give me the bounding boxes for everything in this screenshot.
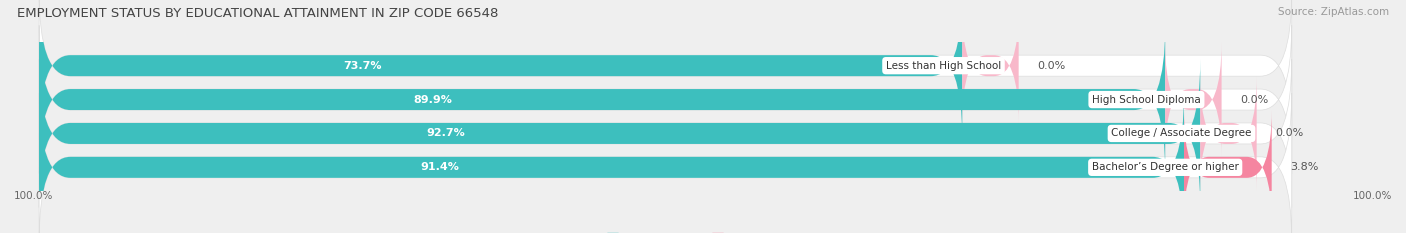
Text: 0.0%: 0.0%: [1275, 128, 1303, 138]
Text: College / Associate Degree: College / Associate Degree: [1111, 128, 1251, 138]
Text: Source: ZipAtlas.com: Source: ZipAtlas.com: [1278, 7, 1389, 17]
Text: 73.7%: 73.7%: [343, 61, 381, 71]
FancyBboxPatch shape: [39, 93, 1184, 233]
Text: 91.4%: 91.4%: [420, 162, 460, 172]
FancyBboxPatch shape: [39, 0, 962, 140]
FancyBboxPatch shape: [39, 59, 1292, 208]
Text: 100.0%: 100.0%: [1353, 191, 1392, 201]
Text: 3.8%: 3.8%: [1291, 162, 1319, 172]
Text: 0.0%: 0.0%: [1240, 95, 1268, 105]
FancyBboxPatch shape: [39, 0, 1292, 140]
FancyBboxPatch shape: [1166, 42, 1222, 157]
FancyBboxPatch shape: [1201, 76, 1257, 191]
FancyBboxPatch shape: [39, 25, 1166, 174]
FancyBboxPatch shape: [1184, 110, 1271, 225]
Text: High School Diploma: High School Diploma: [1092, 95, 1201, 105]
Text: Bachelor’s Degree or higher: Bachelor’s Degree or higher: [1092, 162, 1239, 172]
Text: 0.0%: 0.0%: [1038, 61, 1066, 71]
FancyBboxPatch shape: [39, 25, 1292, 174]
FancyBboxPatch shape: [39, 93, 1292, 233]
FancyBboxPatch shape: [39, 59, 1201, 208]
Legend: In Labor Force, Unemployed: In Labor Force, Unemployed: [603, 229, 803, 233]
Text: 92.7%: 92.7%: [426, 128, 465, 138]
Text: Less than High School: Less than High School: [886, 61, 1001, 71]
Text: 89.9%: 89.9%: [413, 95, 453, 105]
Text: 100.0%: 100.0%: [14, 191, 53, 201]
FancyBboxPatch shape: [962, 8, 1019, 123]
Text: EMPLOYMENT STATUS BY EDUCATIONAL ATTAINMENT IN ZIP CODE 66548: EMPLOYMENT STATUS BY EDUCATIONAL ATTAINM…: [17, 7, 498, 20]
